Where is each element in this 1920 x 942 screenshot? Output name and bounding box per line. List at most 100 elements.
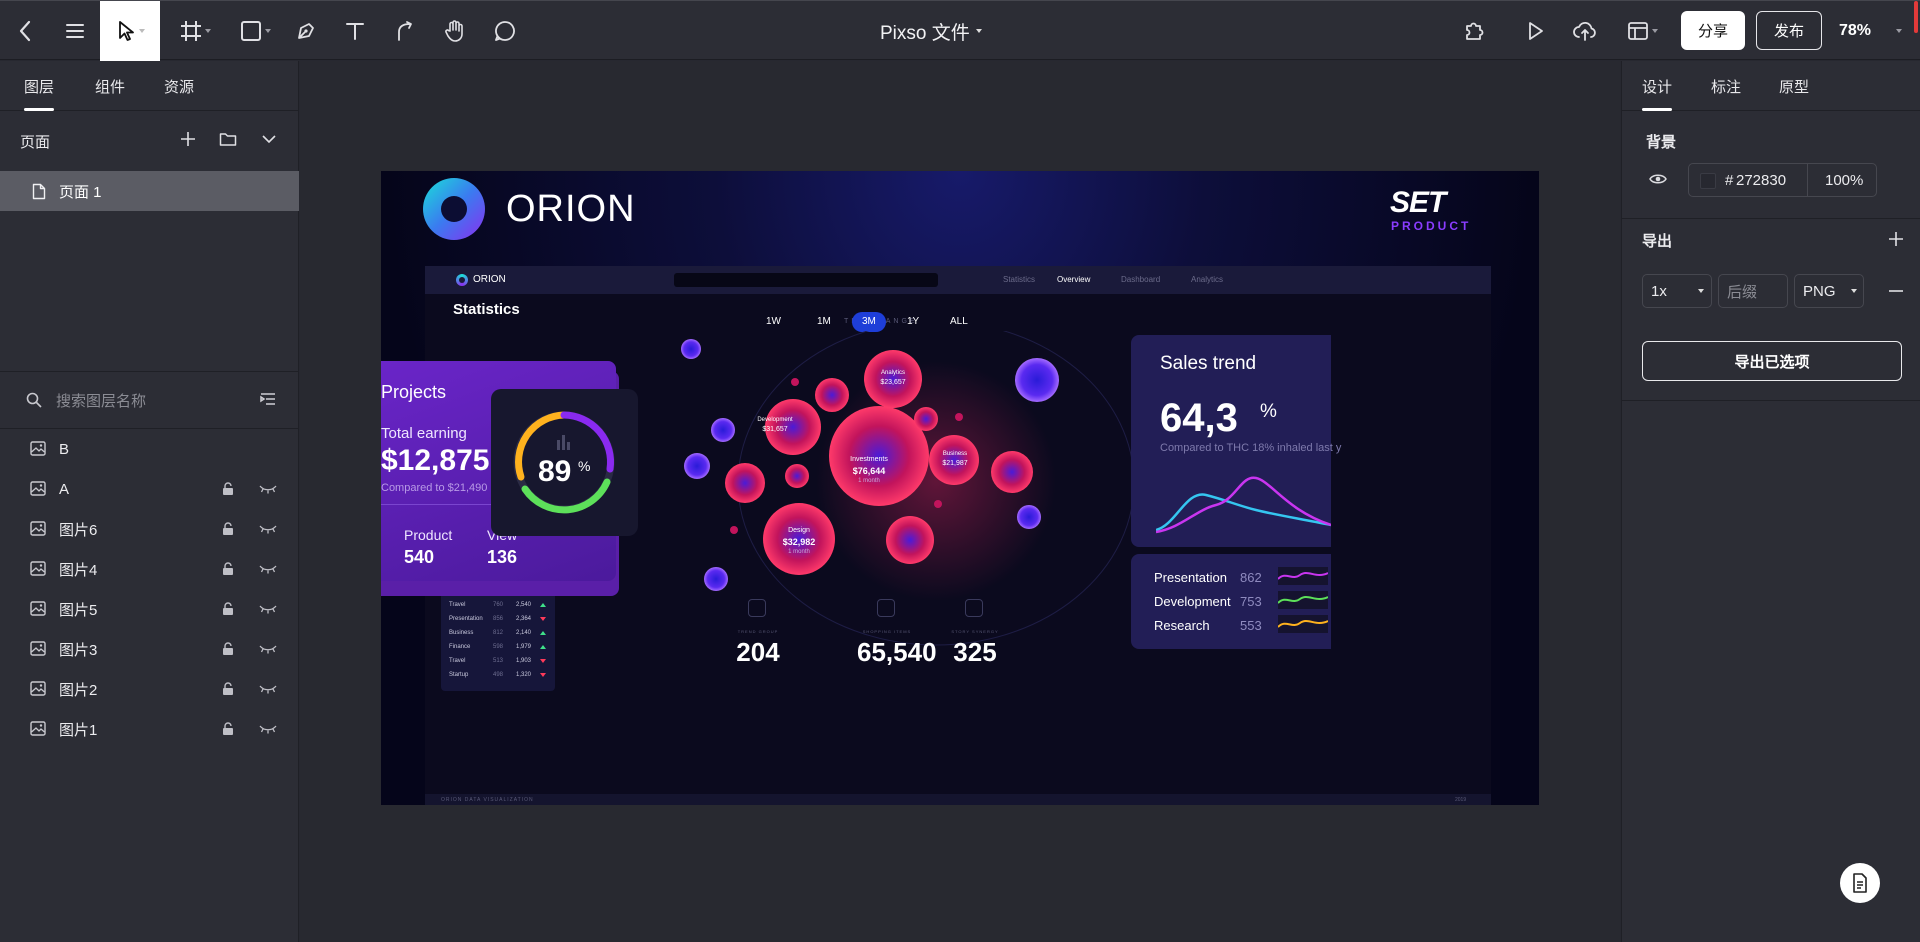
artboard-orion-dashboard[interactable]: ORION SET PRODUCT ORION Statistics Overv…	[381, 171, 1539, 805]
add-page-icon[interactable]	[178, 129, 198, 149]
nav-item-analytics[interactable]: Analytics	[1191, 275, 1224, 284]
background-color-field[interactable]: # 272830 100%	[1688, 163, 1877, 197]
layer-row[interactable]: 图片6	[0, 509, 299, 549]
export-suffix-field[interactable]: 后缀	[1718, 274, 1788, 308]
nav-logo: ORION	[473, 274, 506, 285]
layer-name: 图片5	[59, 601, 98, 619]
pencil-tool-button[interactable]	[390, 1, 420, 61]
unlock-icon[interactable]	[221, 482, 235, 496]
eye-closed-icon[interactable]	[258, 684, 278, 694]
canvas[interactable]: ORION SET PRODUCT ORION Statistics Overv…	[300, 61, 1620, 942]
nav-item-overview[interactable]: Overview	[1057, 275, 1091, 284]
hand-tool-button[interactable]	[440, 1, 470, 61]
eye-closed-icon[interactable]	[258, 484, 278, 494]
export-scale-select[interactable]: 1x	[1642, 274, 1712, 308]
menu-icon[interactable]	[60, 1, 90, 61]
unlock-icon[interactable]	[221, 722, 235, 736]
chevron-down-icon	[975, 29, 982, 33]
nav-item-statistics[interactable]: Statistics	[1003, 275, 1036, 284]
unlock-icon[interactable]	[221, 642, 235, 656]
layer-row[interactable]: 图片5	[0, 589, 299, 629]
collapse-pages-icon[interactable]	[259, 129, 279, 149]
shape-tool-button[interactable]	[234, 1, 276, 61]
nav-search-input[interactable]	[674, 273, 938, 287]
layer-name: 图片1	[59, 721, 98, 739]
bubble-value-analytics: $23,657	[880, 379, 906, 386]
views-value: 136	[487, 547, 518, 567]
comment-tool-button[interactable]	[490, 1, 520, 61]
move-tool-button[interactable]	[100, 1, 160, 61]
unlock-icon[interactable]	[221, 522, 235, 536]
plugin-button[interactable]	[1460, 1, 1490, 61]
zoom-chevron-down-icon[interactable]	[1896, 29, 1902, 33]
layer-row[interactable]: 图片2	[0, 669, 299, 709]
unlock-icon[interactable]	[221, 682, 235, 696]
filter-list-icon[interactable]	[260, 392, 276, 406]
left-panel: 图层 组件 资源 页面 页面 1 B A 图片6 图片4 图片5 图片3 图片2 图片1	[0, 61, 299, 942]
export-title: 导出	[1642, 233, 1673, 250]
bubble-label-analytics: Analytics	[880, 370, 905, 376]
text-tool-button[interactable]	[340, 1, 370, 61]
document-button[interactable]	[1840, 863, 1880, 903]
layer-search-input[interactable]	[56, 389, 246, 413]
cursor-icon	[118, 21, 134, 41]
table-row-b: 1,979	[516, 644, 532, 650]
export-format-select[interactable]: PNG	[1794, 274, 1864, 308]
bg-color-hex[interactable]: 272830	[1736, 171, 1787, 189]
export-selected-button[interactable]: 导出已选项	[1642, 341, 1902, 381]
bg-opacity[interactable]: 100%	[1825, 171, 1864, 189]
publish-button[interactable]: 发布	[1756, 11, 1822, 50]
stat-icon	[877, 599, 895, 617]
play-button[interactable]	[1520, 1, 1550, 61]
tab-design[interactable]: 设计	[1642, 61, 1673, 111]
sales-row-name: Development	[1154, 594, 1231, 609]
eye-closed-icon[interactable]	[258, 724, 278, 734]
share-button[interactable]: 分享	[1681, 11, 1745, 50]
document-title[interactable]: Pixso 文件	[880, 1, 982, 61]
color-swatch[interactable]	[1700, 173, 1716, 189]
remove-export-icon[interactable]	[1889, 290, 1903, 292]
zoom-level[interactable]: 78%	[1839, 22, 1872, 39]
nav-item-dashboard[interactable]: Dashboard	[1121, 275, 1161, 284]
brand-logo-sub: PRODUCT	[1391, 219, 1472, 233]
table-row-name: Travel	[449, 602, 466, 608]
layer-row[interactable]: 图片3	[0, 629, 299, 669]
tab-annotate[interactable]: 标注	[1711, 78, 1742, 96]
time-range-option[interactable]: 3M	[852, 312, 886, 332]
image-layer-icon	[30, 441, 46, 456]
eye-icon[interactable]	[1649, 173, 1667, 185]
folder-icon[interactable]	[218, 129, 238, 149]
layer-row[interactable]: B	[0, 429, 299, 469]
eye-closed-icon[interactable]	[258, 524, 278, 534]
pen-tool-button[interactable]	[292, 1, 320, 61]
eye-closed-icon[interactable]	[258, 564, 278, 574]
frame-tool-button[interactable]	[174, 1, 216, 61]
product-label: Product	[404, 527, 453, 543]
time-range-option[interactable]: ALL	[950, 316, 968, 327]
time-range-option[interactable]: 1Y	[907, 316, 920, 327]
tab-assets[interactable]: 资源	[164, 78, 195, 96]
tab-components[interactable]: 组件	[95, 78, 126, 96]
play-icon	[1529, 22, 1543, 40]
table-row-name: Presentation	[449, 616, 483, 622]
time-range-option[interactable]: 1M	[817, 316, 831, 327]
layer-row[interactable]: A	[0, 469, 299, 509]
layer-row[interactable]: 图片1	[0, 709, 299, 749]
eye-closed-icon[interactable]	[258, 644, 278, 654]
eye-closed-icon[interactable]	[258, 604, 278, 614]
table-row-b: 2,140	[516, 630, 532, 636]
tab-layers[interactable]: 图层	[24, 61, 55, 111]
page-item[interactable]: 页面 1	[0, 171, 299, 211]
tab-prototype[interactable]: 原型	[1779, 78, 1810, 96]
back-icon[interactable]	[10, 1, 40, 61]
layout-view-button[interactable]	[1622, 1, 1662, 61]
upload-button[interactable]	[1568, 1, 1602, 61]
trend-arrow-icon	[540, 673, 546, 677]
add-export-icon[interactable]	[1889, 232, 1903, 246]
category-table: Travel 760 2,540 Presentation 856 2,364 Busine…	[441, 596, 555, 691]
layer-row[interactable]: 图片4	[0, 549, 299, 589]
earning-compare: Compared to $21,490 last	[381, 482, 508, 494]
time-range-option[interactable]: 1W	[766, 316, 781, 327]
unlock-icon[interactable]	[221, 602, 235, 616]
unlock-icon[interactable]	[221, 562, 235, 576]
